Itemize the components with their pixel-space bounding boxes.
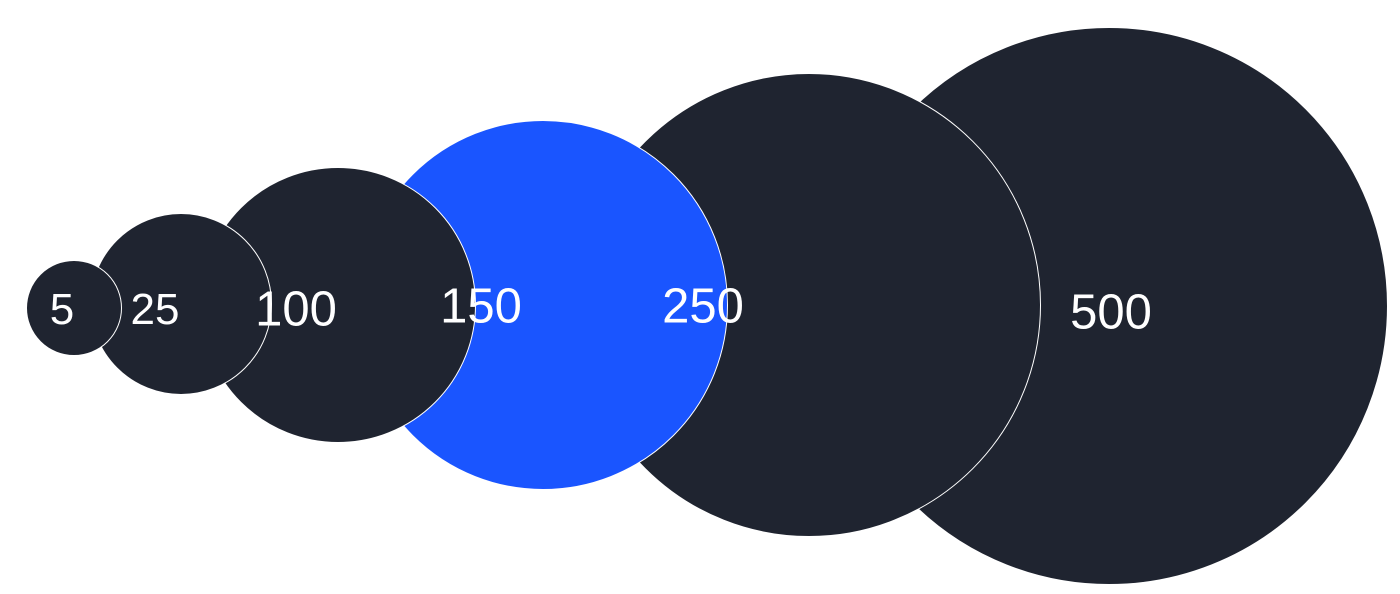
option-5-circle[interactable] xyxy=(26,260,122,356)
